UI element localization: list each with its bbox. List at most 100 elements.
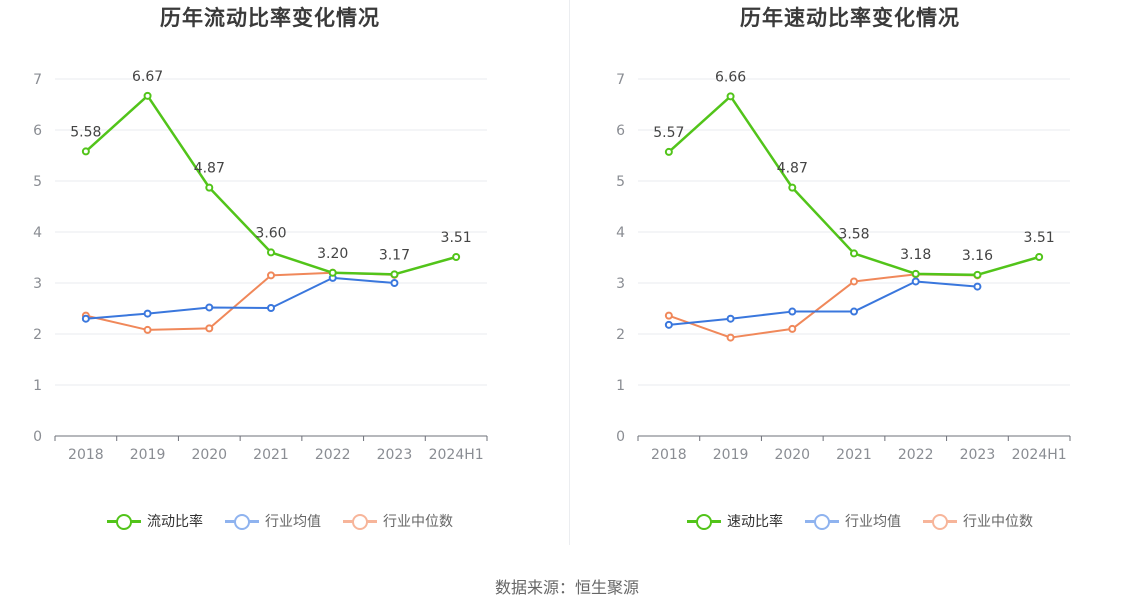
primary-ratio-point[interactable] <box>205 183 214 192</box>
industry-mean-point[interactable] <box>911 277 920 286</box>
legend: 速动比率 行业均值 行业中位数 <box>580 511 1134 531</box>
legend-item-industry-mean[interactable]: 行业均值 <box>805 511 901 531</box>
data-label: 6.67 <box>132 69 163 85</box>
legend: 流动比率 行业均值 行业中位数 <box>0 511 560 531</box>
industry-mean-point[interactable] <box>973 282 982 291</box>
primary-ratio-point[interactable] <box>726 92 735 101</box>
current-ratio-chart: 0 1 2 3 4 5 6 7 2018 2019 2020 2021 2022 2023 2024H1 5.… <box>33 69 488 463</box>
legend-item-quick-ratio[interactable]: 速动比率 <box>687 511 783 531</box>
x-tick-label: 2024H1 <box>1012 447 1067 463</box>
x-tick-label: 2023 <box>960 447 996 463</box>
legend-label: 速动比率 <box>727 514 783 530</box>
legend-line-icon <box>225 513 259 530</box>
primary-ratio-point[interactable] <box>664 147 673 156</box>
data-label: 3.20 <box>317 246 348 262</box>
y-tick-label: 1 <box>33 378 42 394</box>
y-tick-label: 2 <box>33 327 42 343</box>
legend-line-icon <box>343 513 377 530</box>
y-tick-label: 5 <box>616 174 625 190</box>
panel-divider <box>569 0 570 545</box>
industry-median-line <box>668 273 978 339</box>
legend-line-icon <box>805 513 839 530</box>
legend-item-industry-median[interactable]: 行业中位数 <box>343 511 453 531</box>
chart-panel-quick-ratio: 历年速动比率变化情况 0 1 2 3 4 5 6 7 2018 2019 2020 2021 2022 2… <box>567 0 1134 560</box>
y-tick-label: 1 <box>616 378 625 394</box>
primary-ratio-point[interactable] <box>788 183 797 192</box>
x-tick-label: 2022 <box>898 447 934 463</box>
x-tick-label: 2023 <box>377 447 413 463</box>
industry-mean-point[interactable] <box>267 303 275 312</box>
primary-ratio-point[interactable] <box>973 270 982 279</box>
y-tick-label: 6 <box>33 123 42 139</box>
y-tick-label: 3 <box>33 276 42 292</box>
industry-median-point[interactable] <box>143 325 152 334</box>
industry-median-line <box>85 271 395 331</box>
x-tick-label: 2024H1 <box>429 447 484 463</box>
data-label: 4.87 <box>777 161 808 177</box>
legend-item-industry-median[interactable]: 行业中位数 <box>923 511 1033 531</box>
data-label: 3.18 <box>900 247 931 263</box>
data-label: 3.17 <box>379 247 410 263</box>
primary-ratio-point[interactable] <box>1035 252 1044 261</box>
industry-median-point[interactable] <box>726 333 735 342</box>
primary-ratio-point[interactable] <box>390 270 399 279</box>
data-label: 3.60 <box>255 225 286 241</box>
y-tick-label: 5 <box>33 174 42 190</box>
primary-ratio-point[interactable] <box>81 147 90 156</box>
data-label: 3.51 <box>1024 230 1055 246</box>
industry-median-point[interactable] <box>267 271 275 280</box>
primary-ratio-point[interactable] <box>911 269 920 278</box>
industry-mean-point[interactable] <box>205 303 214 312</box>
x-tick-label: 2021 <box>836 447 872 463</box>
y-tick-label: 4 <box>616 225 625 241</box>
data-label: 3.16 <box>962 248 993 264</box>
industry-mean-line <box>85 276 395 320</box>
y-tick-label: 7 <box>33 72 42 88</box>
data-label: 6.66 <box>715 69 746 85</box>
legend-item-current-ratio[interactable]: 流动比率 <box>107 511 203 531</box>
legend-label: 行业中位数 <box>963 514 1033 530</box>
x-tick-label: 2020 <box>774 447 810 463</box>
industry-mean-point[interactable] <box>726 314 735 323</box>
y-tick-label: 7 <box>616 72 625 88</box>
chart-title: 历年速动比率变化情况 <box>740 6 960 30</box>
industry-mean-point[interactable] <box>788 307 797 316</box>
industry-mean-point[interactable] <box>81 314 90 323</box>
industry-mean-point[interactable] <box>664 320 673 329</box>
x-tick-label: 2022 <box>315 447 351 463</box>
y-tick-label: 4 <box>33 225 42 241</box>
legend-label: 行业均值 <box>265 514 321 530</box>
primary-ratio-point[interactable] <box>850 249 858 258</box>
data-label: 4.87 <box>194 161 225 177</box>
legend-line-icon <box>687 513 721 530</box>
industry-mean-point[interactable] <box>143 309 152 318</box>
x-tick-label: 2020 <box>191 447 227 463</box>
x-tick-label: 2018 <box>68 447 104 463</box>
industry-median-point[interactable] <box>788 324 797 333</box>
legend-label: 流动比率 <box>147 514 203 530</box>
legend-label: 行业中位数 <box>383 514 453 530</box>
x-tick-label: 2021 <box>253 447 289 463</box>
industry-mean-line <box>668 280 978 326</box>
industry-mean-point[interactable] <box>850 307 858 316</box>
y-tick-label: 2 <box>616 327 625 343</box>
legend-item-industry-mean[interactable]: 行业均值 <box>225 511 321 531</box>
x-tick-label: 2018 <box>651 447 687 463</box>
industry-mean-point[interactable] <box>390 279 399 287</box>
industry-median-point[interactable] <box>205 324 214 333</box>
y-tick-label: 0 <box>33 429 42 445</box>
data-label: 3.58 <box>838 226 869 242</box>
data-label: 5.57 <box>653 125 684 141</box>
primary-ratio-point[interactable] <box>328 268 337 277</box>
y-tick-label: 0 <box>616 429 625 445</box>
industry-median-point[interactable] <box>850 277 858 286</box>
chart-title: 历年流动比率变化情况 <box>160 6 380 30</box>
chart-panel-current-ratio: 历年流动比率变化情况 0 1 2 3 4 5 6 7 2018 2019 2020 2021 2022 2… <box>0 0 567 560</box>
primary-ratio-point[interactable] <box>452 252 461 261</box>
data-source-footer: 数据来源：恒生聚源 <box>494 578 639 597</box>
primary-ratio-point[interactable] <box>267 248 275 257</box>
primary-ratio-point[interactable] <box>143 91 152 100</box>
data-label: 3.51 <box>441 230 472 246</box>
y-tick-label: 3 <box>616 276 625 292</box>
industry-median-point[interactable] <box>664 311 673 320</box>
